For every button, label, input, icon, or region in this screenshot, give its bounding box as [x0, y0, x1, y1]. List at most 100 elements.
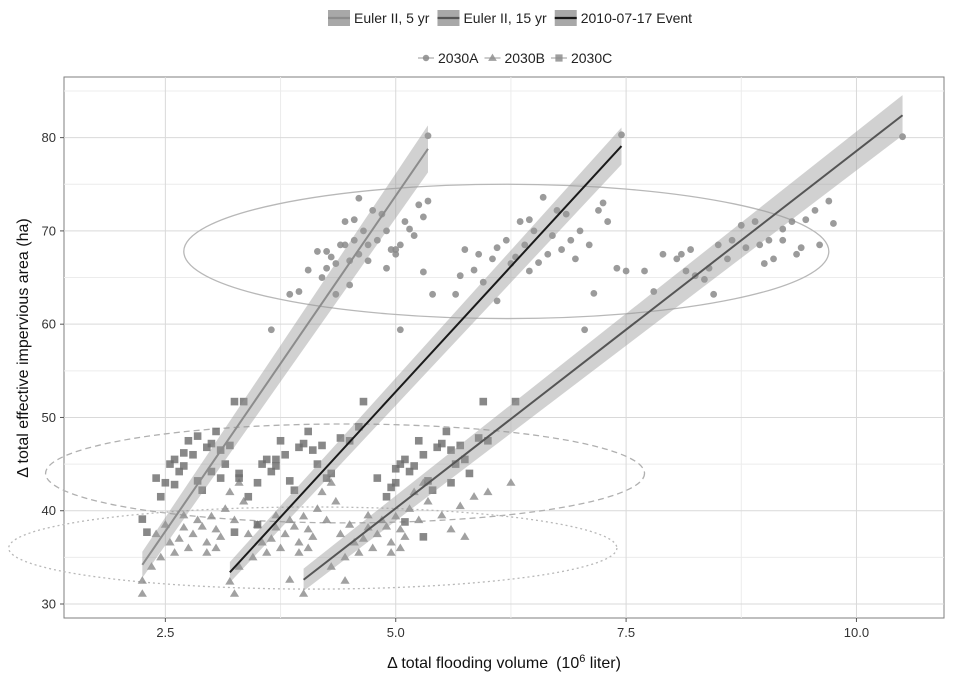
data-point-2030A	[493, 244, 501, 252]
data-point-2030B	[211, 543, 221, 552]
data-point-2030A	[613, 264, 621, 272]
data-point-2030B	[395, 543, 405, 552]
data-point-2030C	[401, 455, 409, 464]
data-point-2030A	[802, 216, 810, 224]
data-point-2030C	[166, 460, 174, 468]
data-point-2030B	[404, 504, 415, 512]
data-point-2030B	[400, 532, 410, 540]
data-point-2030C	[355, 422, 363, 431]
data-point-2030B	[243, 529, 253, 538]
data-point-2030A	[383, 227, 390, 235]
data-point-2030A	[825, 197, 833, 205]
data-point-2030C	[179, 462, 188, 470]
x-axis-title-main: Δ total flooding volume	[387, 655, 548, 672]
data-point-2030B	[326, 562, 336, 570]
data-point-2030A	[424, 197, 432, 205]
data-point-2030B	[151, 529, 161, 538]
data-point-2030C	[447, 478, 455, 487]
data-point-2030B	[335, 529, 346, 538]
legend-item-line: Euler II, 5 yr	[328, 10, 430, 26]
data-point-2030B	[340, 576, 350, 584]
data-point-2030B	[506, 478, 516, 486]
data-point-2030C	[290, 486, 299, 495]
data-point-2030A	[756, 241, 764, 249]
data-point-2030A	[493, 297, 501, 305]
y-axis-title: Δ total effective impervious area (ha)	[15, 218, 32, 477]
data-point-2030A	[415, 201, 423, 209]
data-point-2030A	[553, 206, 561, 214]
data-point-2030B	[225, 487, 235, 496]
data-point-2030A	[323, 264, 331, 272]
data-point-2030C	[474, 434, 483, 442]
data-point-2030C	[387, 483, 395, 492]
data-point-2030A	[530, 227, 538, 235]
data-point-2030C	[479, 397, 488, 406]
legend-key-circle-icon	[422, 54, 430, 62]
data-point-2030C	[262, 455, 271, 464]
data-point-2030A	[622, 267, 630, 275]
data-point-2030A	[567, 236, 575, 244]
data-point-2030B	[165, 537, 175, 546]
data-point-2030C	[396, 460, 405, 468]
fit-line	[229, 145, 623, 573]
confidence-band	[142, 125, 428, 578]
data-point-2030A	[332, 260, 340, 267]
data-point-2030C	[138, 515, 147, 523]
data-point-2030A	[539, 193, 547, 201]
data-point-2030A	[429, 290, 436, 298]
data-point-2030C	[391, 478, 400, 487]
data-point-2030A	[765, 236, 773, 244]
data-point-2030A	[899, 133, 906, 141]
data-point-2030B	[262, 548, 272, 556]
data-point-2030B	[229, 515, 240, 524]
data-point-2030A	[737, 221, 745, 229]
data-point-2030C	[414, 436, 423, 445]
data-point-2030B	[368, 543, 378, 552]
data-point-2030B	[345, 520, 355, 528]
data-point-2030C	[221, 460, 230, 468]
data-point-2030A	[295, 288, 303, 295]
fit-line	[302, 114, 904, 581]
legend-label: 2030B	[504, 50, 544, 66]
data-point-2030C	[272, 455, 280, 464]
data-point-2030A	[364, 241, 372, 249]
x-tick-label: 2.5	[156, 625, 174, 640]
data-point-2030C	[447, 446, 455, 454]
data-point-2030A	[816, 241, 824, 249]
x-axis-title: Δ total flooding volume (106 liter)	[387, 653, 621, 672]
axes: 2.5 5.0 7.5 10.0 30 40 50 60 70 80	[42, 130, 870, 640]
data-point-2030C	[276, 436, 285, 445]
data-point-2030C	[198, 486, 207, 495]
data-point-2030C	[322, 474, 331, 482]
data-point-2030A	[396, 241, 404, 249]
data-point-2030A	[788, 218, 796, 225]
cluster-ellipses	[8, 183, 830, 590]
data-point-2030A	[572, 255, 579, 263]
data-point-2030C	[456, 441, 465, 450]
data-point-2030B	[391, 511, 401, 520]
data-point-2030B	[248, 552, 258, 561]
data-point-2030A	[461, 246, 469, 253]
data-point-2030B	[271, 522, 281, 531]
data-point-2030C	[428, 486, 437, 495]
data-point-2030A	[687, 246, 694, 253]
data-point-2030A	[475, 250, 483, 258]
data-point-2030A	[673, 255, 681, 263]
data-point-2030B	[303, 543, 313, 552]
data-point-2030C	[143, 528, 151, 536]
data-point-2030A	[327, 253, 335, 261]
data-point-2030C	[410, 462, 418, 470]
data-point-2030C	[438, 439, 446, 448]
cluster-ellipse-solid	[183, 183, 830, 320]
data-point-2030C	[216, 474, 225, 482]
data-point-2030A	[369, 206, 377, 214]
data-point-2030A	[595, 206, 602, 214]
data-point-2030C	[226, 441, 234, 450]
data-point-2030C	[203, 443, 211, 452]
data-point-2030A	[341, 218, 349, 225]
data-point-2030B	[234, 562, 244, 570]
data-point-2030A	[677, 250, 685, 258]
legend-item-line: 2010-07-17 Event	[554, 10, 692, 26]
legend-item-point: 2030C	[550, 50, 612, 66]
data-point-2030B	[156, 552, 166, 561]
